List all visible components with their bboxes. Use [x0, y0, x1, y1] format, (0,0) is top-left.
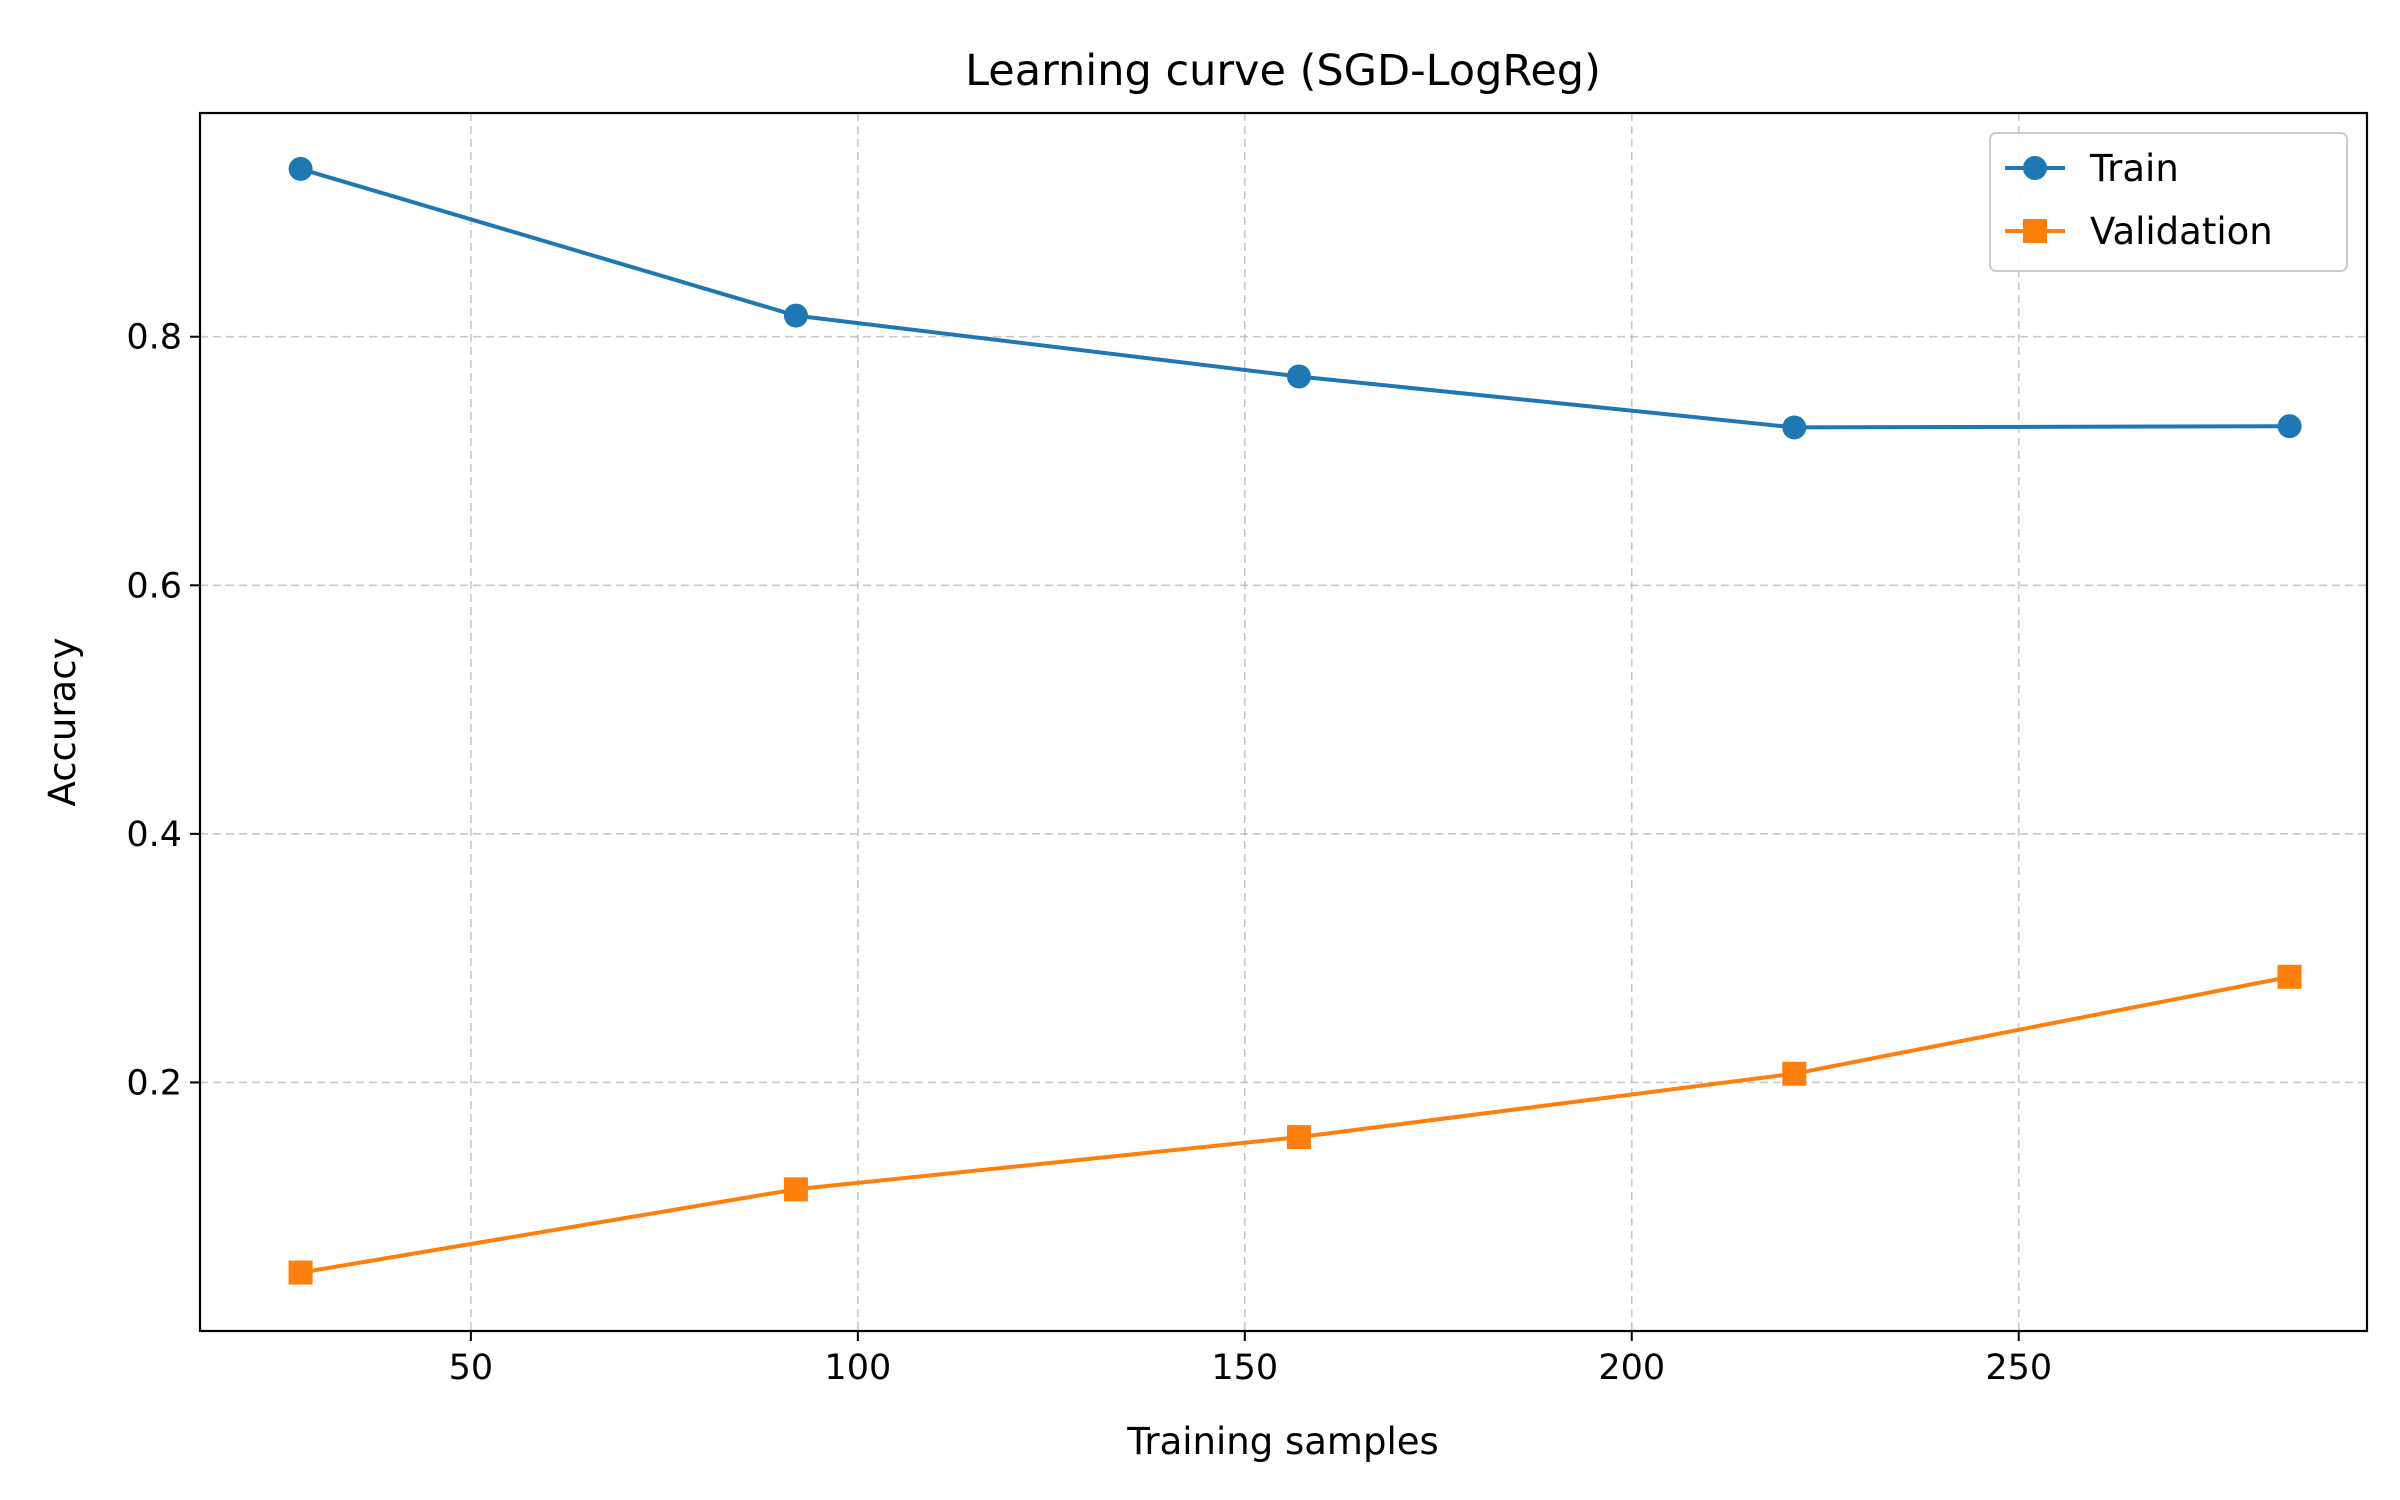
y-axis-label: Accuracy	[41, 638, 84, 807]
series-train	[288, 156, 2302, 440]
y-tick-label: 0.6	[126, 566, 182, 606]
train-point	[783, 303, 808, 328]
legend-swatch-marker	[2023, 219, 2047, 243]
train-point	[1782, 415, 1807, 440]
validation-point	[783, 1177, 808, 1202]
series-layer	[288, 156, 2302, 1285]
chart-title: Learning curve (SGD-LogReg)	[965, 46, 1601, 96]
x-tick-label: 150	[1211, 1348, 1278, 1388]
x-tick-label: 50	[449, 1348, 494, 1388]
plot-area-frame	[198, 111, 2369, 1333]
y-tick-label: 0.8	[126, 318, 182, 358]
x-axis-ticks: 50 100 150 200 250	[449, 1331, 2052, 1388]
grid-lines	[200, 113, 2367, 1331]
legend: Train Validation	[1989, 132, 2348, 272]
legend-label: Train	[2089, 147, 2179, 190]
x-axis-label: Training samples	[1126, 1420, 1439, 1463]
x-tick-label: 250	[1985, 1348, 2052, 1388]
validation-point	[1286, 1125, 1311, 1150]
legend-entry-train: Train	[2005, 147, 2179, 190]
train-point	[288, 156, 313, 181]
validation-point	[2277, 964, 2302, 989]
validation-point	[1782, 1061, 1807, 1086]
x-tick-label: 200	[1598, 1348, 1665, 1388]
series-validation	[288, 964, 2302, 1285]
validation-point	[288, 1260, 313, 1285]
y-tick-label: 0.4	[126, 815, 182, 855]
y-tick-label: 0.2	[126, 1063, 182, 1103]
legend-entry-validation: Validation	[2005, 210, 2273, 253]
x-tick-label: 100	[824, 1348, 891, 1388]
legend-label: Validation	[2090, 210, 2273, 253]
legend-box	[1989, 132, 2348, 272]
y-axis-ticks: 0.2 0.4 0.6 0.8	[126, 318, 200, 1103]
train-point	[1286, 364, 1311, 389]
legend-swatch-marker	[2023, 156, 2047, 180]
train-point	[2277, 414, 2302, 439]
